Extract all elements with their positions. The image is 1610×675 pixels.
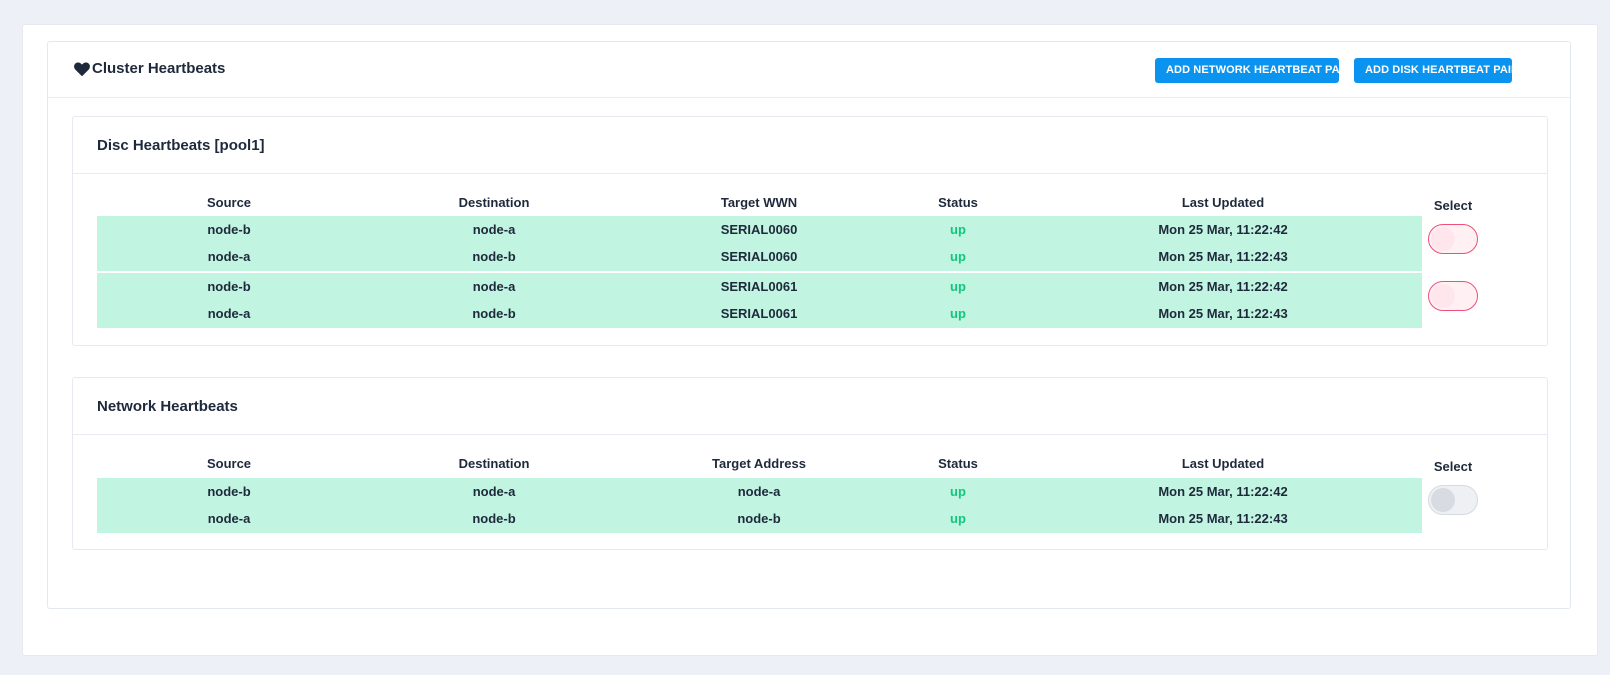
- last-updated-cell: Mon 25 Mar, 11:22:42: [1158, 484, 1288, 499]
- status-cell: up: [950, 484, 966, 499]
- select-toggle[interactable]: [1428, 281, 1478, 311]
- network-heartbeats-panel: Network Heartbeats Source Destination Ta…: [72, 377, 1548, 550]
- last-updated-cell: Mon 25 Mar, 11:22:43: [1158, 511, 1288, 526]
- add-network-heartbeat-pair-button[interactable]: ADD NETWORK HEARTBEAT PAIR: [1155, 58, 1351, 83]
- toggle-knob: [1431, 488, 1455, 512]
- destination-cell: node-a: [472, 279, 516, 294]
- status-cell: up: [950, 511, 966, 526]
- column-header-destination: Destination: [458, 195, 530, 210]
- column-header-status: Status: [938, 195, 978, 210]
- destination-cell: node-b: [472, 249, 516, 264]
- disc-table-header: Source Destination Target WWN Status Las…: [97, 195, 1422, 215]
- column-header-source: Source: [206, 195, 252, 210]
- source-cell: node-b: [207, 279, 251, 294]
- card-title: Cluster Heartbeats: [73, 60, 225, 77]
- column-header-status: Status: [938, 456, 978, 471]
- last-updated-cell: Mon 25 Mar, 11:22:43: [1158, 249, 1288, 264]
- column-header-target-address: Target Address: [712, 456, 806, 471]
- target-address-cell: node-b: [737, 511, 781, 526]
- status-cell: up: [950, 306, 966, 321]
- source-cell: node-b: [207, 484, 251, 499]
- column-header-source: Source: [206, 456, 252, 471]
- target-wwn-cell: SERIAL0060: [720, 249, 798, 264]
- toggle-knob: [1431, 227, 1455, 251]
- last-updated-cell: Mon 25 Mar, 11:22:42: [1158, 279, 1288, 294]
- network-heartbeats-title: Network Heartbeats: [97, 398, 238, 415]
- card-header: Cluster Heartbeats ADD NETWORK HEARTBEAT…: [48, 42, 1570, 98]
- last-updated-cell: Mon 25 Mar, 11:22:42: [1158, 222, 1288, 237]
- table-row: node-a node-b SERIAL0061 up Mon 25 Mar, …: [97, 300, 1422, 327]
- last-updated-cell: Mon 25 Mar, 11:22:43: [1158, 306, 1288, 321]
- heart-icon: [74, 61, 90, 76]
- source-cell: node-b: [207, 222, 251, 237]
- toggle-knob: [1431, 284, 1455, 308]
- column-header-select: Select: [1433, 198, 1473, 213]
- page-container: Cluster Heartbeats ADD NETWORK HEARTBEAT…: [22, 24, 1598, 656]
- table-row: node-a node-b node-b up Mon 25 Mar, 11:2…: [97, 505, 1422, 532]
- destination-cell: node-a: [472, 222, 516, 237]
- disc-heartbeats-header: Disc Heartbeats [pool1]: [73, 117, 1547, 174]
- destination-cell: node-b: [472, 511, 516, 526]
- select-toggle[interactable]: [1428, 485, 1478, 515]
- target-address-cell: node-a: [737, 484, 781, 499]
- column-header-last-updated: Last Updated: [1181, 456, 1265, 471]
- status-cell: up: [950, 249, 966, 264]
- network-heartbeat-group: node-b node-a node-a up Mon 25 Mar, 11:2…: [97, 478, 1422, 533]
- add-disk-heartbeat-pair-button[interactable]: ADD DISK HEARTBEAT PAIR: [1354, 58, 1519, 83]
- status-cell: up: [950, 222, 966, 237]
- table-row: node-b node-a SERIAL0060 up Mon 25 Mar, …: [97, 216, 1422, 243]
- disc-heartbeat-group: node-b node-a SERIAL0060 up Mon 25 Mar, …: [97, 216, 1422, 271]
- source-cell: node-a: [207, 511, 251, 526]
- network-heartbeats-header: Network Heartbeats: [73, 378, 1547, 435]
- column-header-target-wwn: Target WWN: [720, 195, 798, 210]
- select-toggle[interactable]: [1428, 224, 1478, 254]
- target-wwn-cell: SERIAL0060: [720, 222, 798, 237]
- target-wwn-cell: SERIAL0061: [720, 279, 798, 294]
- cluster-heartbeats-card: Cluster Heartbeats ADD NETWORK HEARTBEAT…: [47, 41, 1571, 609]
- source-cell: node-a: [207, 306, 251, 321]
- column-header-last-updated: Last Updated: [1181, 195, 1265, 210]
- status-cell: up: [950, 279, 966, 294]
- disc-heartbeats-title: Disc Heartbeats [pool1]: [97, 137, 265, 154]
- destination-cell: node-a: [472, 484, 516, 499]
- column-header-destination: Destination: [458, 456, 530, 471]
- card-title-text: Cluster Heartbeats: [92, 60, 226, 77]
- table-row: node-a node-b SERIAL0060 up Mon 25 Mar, …: [97, 243, 1422, 270]
- table-row: node-b node-a SERIAL0061 up Mon 25 Mar, …: [97, 273, 1422, 300]
- disc-heartbeats-panel: Disc Heartbeats [pool1] Source Destinati…: [72, 116, 1548, 346]
- source-cell: node-a: [207, 249, 251, 264]
- network-table-header: Source Destination Target Address Status…: [97, 456, 1422, 476]
- table-row: node-b node-a node-a up Mon 25 Mar, 11:2…: [97, 478, 1422, 505]
- column-header-select: Select: [1433, 459, 1473, 474]
- disc-heartbeat-group: node-b node-a SERIAL0061 up Mon 25 Mar, …: [97, 273, 1422, 328]
- destination-cell: node-b: [472, 306, 516, 321]
- target-wwn-cell: SERIAL0061: [720, 306, 798, 321]
